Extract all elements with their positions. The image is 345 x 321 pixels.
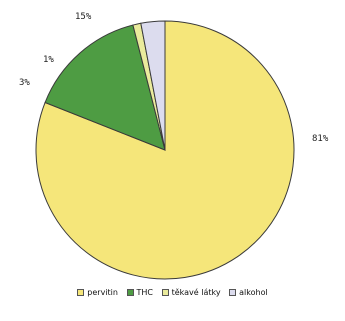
slice-label-alkohol: 3% xyxy=(19,78,30,88)
legend-item-thc: THC xyxy=(126,288,154,297)
legend-item-alkohol: alkohol xyxy=(229,288,268,297)
legend-label-thc: THC xyxy=(136,288,154,297)
legend-label-alkohol: alkohol xyxy=(239,288,268,297)
legend-item-pervitin: pervitin xyxy=(77,288,118,297)
slice-label-thc: 15% xyxy=(75,12,92,22)
slice-label-tekave-latky: 1% xyxy=(43,55,54,65)
pie-slice-alkohol xyxy=(140,20,166,151)
legend-swatch-thc xyxy=(126,289,134,296)
chart-legend: pervitin THC těkavé látky alkohol xyxy=(0,288,345,298)
legend-label-tekave-latky: těkavé látky xyxy=(171,288,221,297)
legend-swatch-tekave-latky xyxy=(161,289,169,296)
slice-label-pervitin: 81% xyxy=(312,134,329,144)
legend-swatch-pervitin xyxy=(77,289,85,296)
legend-label-pervitin: pervitin xyxy=(87,288,118,297)
legend-swatch-alkohol xyxy=(229,289,237,296)
pie-slice-thc xyxy=(44,24,166,151)
legend-item-tekave-latky: těkavé látky xyxy=(161,288,221,297)
